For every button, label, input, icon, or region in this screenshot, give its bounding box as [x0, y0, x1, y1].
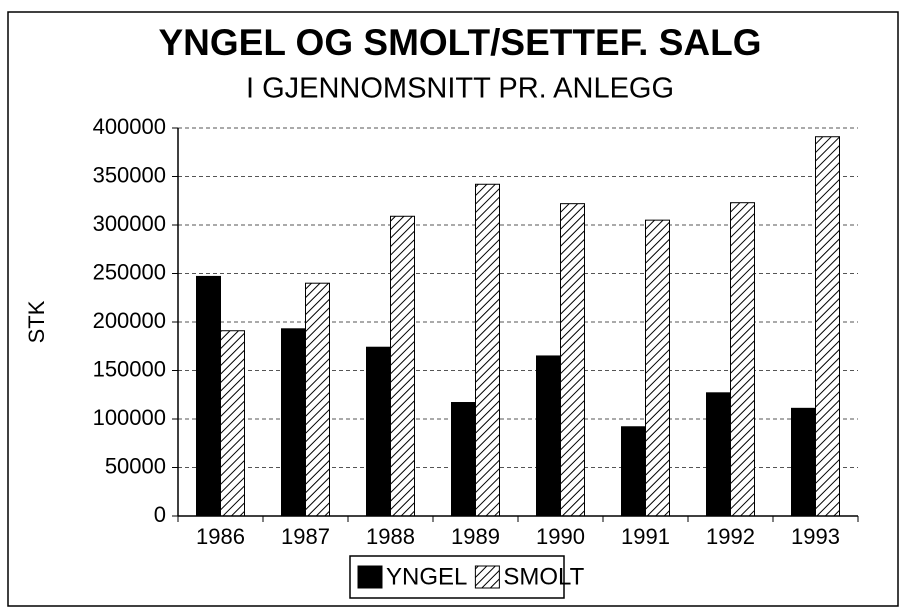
- bar: [730, 202, 755, 517]
- y-tick-label: 200000: [93, 308, 166, 333]
- bar: [366, 346, 391, 517]
- bar: [706, 392, 731, 517]
- legend-label: YNGEL: [386, 563, 467, 590]
- bar: [281, 328, 306, 517]
- y-tick-label: 350000: [93, 162, 166, 187]
- bar: [305, 282, 330, 517]
- legend-box: [349, 555, 565, 599]
- y-tick-label: 250000: [93, 259, 166, 284]
- legend-swatch: [357, 565, 383, 589]
- x-tick-label: 1990: [536, 524, 585, 549]
- bar: [815, 136, 840, 517]
- x-tick-label: 1993: [791, 524, 840, 549]
- y-tick-label: 0: [154, 502, 166, 527]
- bar: [220, 330, 245, 517]
- legend-swatch: [474, 565, 500, 589]
- bar: [621, 426, 646, 517]
- bar: [791, 407, 816, 517]
- bar: [451, 402, 476, 517]
- bar: [475, 183, 500, 517]
- y-tick-label: 50000: [105, 453, 166, 478]
- x-tick-label: 1988: [366, 524, 415, 549]
- y-tick-label: 150000: [93, 356, 166, 381]
- bar: [536, 355, 561, 517]
- x-tick-label: 1986: [196, 524, 245, 549]
- x-tick-label: 1992: [706, 524, 755, 549]
- y-tick-label: 100000: [93, 405, 166, 430]
- x-tick-label: 1987: [281, 524, 330, 549]
- bar: [390, 215, 415, 517]
- chart-frame: [7, 11, 899, 607]
- bar: [560, 203, 585, 517]
- x-tick-label: 1991: [621, 524, 670, 549]
- y-axis-label: STK: [24, 300, 49, 343]
- bar: [645, 219, 670, 517]
- chart-title: YNGEL OG SMOLT/SETTEF. SALG: [158, 22, 761, 63]
- y-tick-label: 300000: [93, 211, 166, 236]
- y-tick-label: 400000: [93, 114, 166, 139]
- bar: [196, 275, 221, 517]
- chart-subtitle: I GJENNOMSNITT PR. ANLEGG: [246, 73, 674, 105]
- legend-label: SMOLT: [503, 563, 584, 590]
- x-tick-label: 1989: [451, 524, 500, 549]
